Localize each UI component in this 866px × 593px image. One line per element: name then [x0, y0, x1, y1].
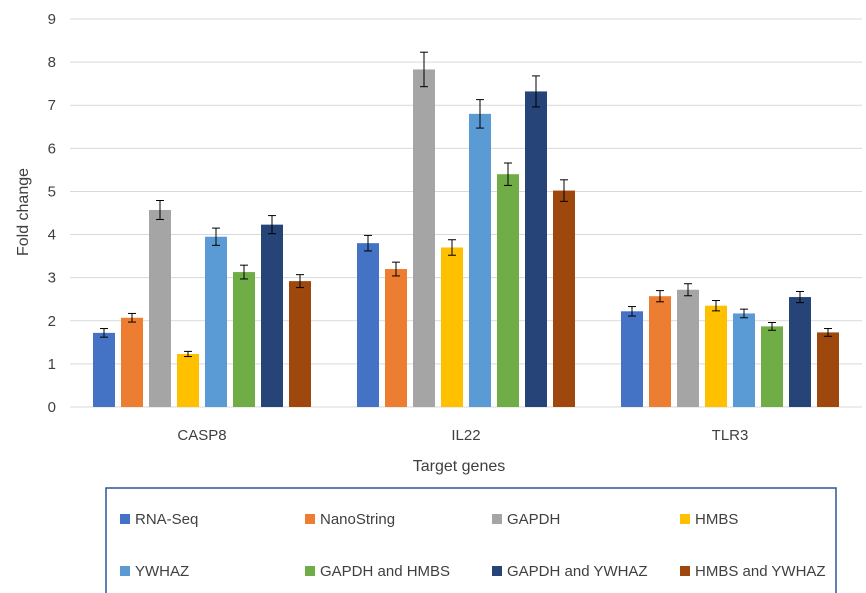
bar [789, 297, 811, 407]
y-tick-label: 0 [48, 399, 56, 416]
bar [817, 332, 839, 407]
bar [621, 311, 643, 407]
bar [441, 247, 463, 407]
legend-swatch [120, 514, 130, 524]
bar [761, 326, 783, 407]
x-axis-title: Target genes [413, 458, 506, 475]
legend-swatch [492, 566, 502, 576]
y-axis-title: Fold change [15, 168, 32, 256]
y-tick-label: 3 [48, 270, 56, 287]
bar [289, 281, 311, 407]
bar [553, 190, 575, 407]
x-tick-label: IL22 [451, 427, 480, 444]
y-tick-label: 5 [48, 183, 56, 200]
legend: RNA-Seq NanoString GAPDH HMBS YWHAZ GAPDH and… [120, 511, 826, 580]
legend-swatch [680, 566, 690, 576]
legend-swatch [305, 514, 315, 524]
bar [733, 313, 755, 407]
bar [261, 224, 283, 407]
x-tick-label: CASP8 [177, 427, 226, 444]
legend-swatch [305, 566, 315, 576]
legend-label: GAPDH and HMBS [320, 563, 450, 580]
bar [177, 353, 199, 407]
error-bars [100, 51, 832, 358]
legend-label: HMBS and YWHAZ [695, 563, 826, 580]
bar [705, 305, 727, 407]
y-tick-label: 8 [48, 54, 56, 71]
x-tick-label: TLR3 [712, 427, 749, 444]
y-tick-label: 4 [48, 227, 56, 244]
y-tick-label: 9 [48, 11, 56, 28]
legend-swatch [120, 566, 130, 576]
bar [233, 272, 255, 407]
bar [93, 332, 115, 407]
legend-swatch [680, 514, 690, 524]
legend-box [105, 487, 837, 593]
gridlines [70, 18, 862, 408]
bar [385, 269, 407, 407]
bar [525, 91, 547, 407]
y-tick-label: 6 [48, 140, 56, 157]
bar [497, 174, 519, 407]
bar [469, 113, 491, 407]
legend-label: HMBS [695, 511, 738, 528]
bars [93, 69, 839, 407]
legend-label: NanoString [320, 511, 395, 528]
bar [357, 243, 379, 407]
legend-label: GAPDH and YWHAZ [507, 563, 648, 580]
y-axis-ticks: 0 1 2 3 4 5 6 7 8 9 [48, 11, 56, 416]
x-axis-ticks: CASP8 IL22 TLR3 [177, 427, 748, 444]
legend-swatch [492, 514, 502, 524]
bar [649, 296, 671, 407]
bar [149, 209, 171, 407]
y-tick-label: 7 [48, 97, 56, 114]
bar [121, 317, 143, 407]
y-tick-label: 1 [48, 356, 56, 373]
bar [677, 289, 699, 407]
bar [413, 69, 435, 407]
bar [205, 236, 227, 407]
legend-label: YWHAZ [135, 563, 189, 580]
legend-label: RNA-Seq [135, 511, 198, 528]
y-tick-label: 2 [48, 313, 56, 330]
legend-label: GAPDH [507, 511, 560, 528]
